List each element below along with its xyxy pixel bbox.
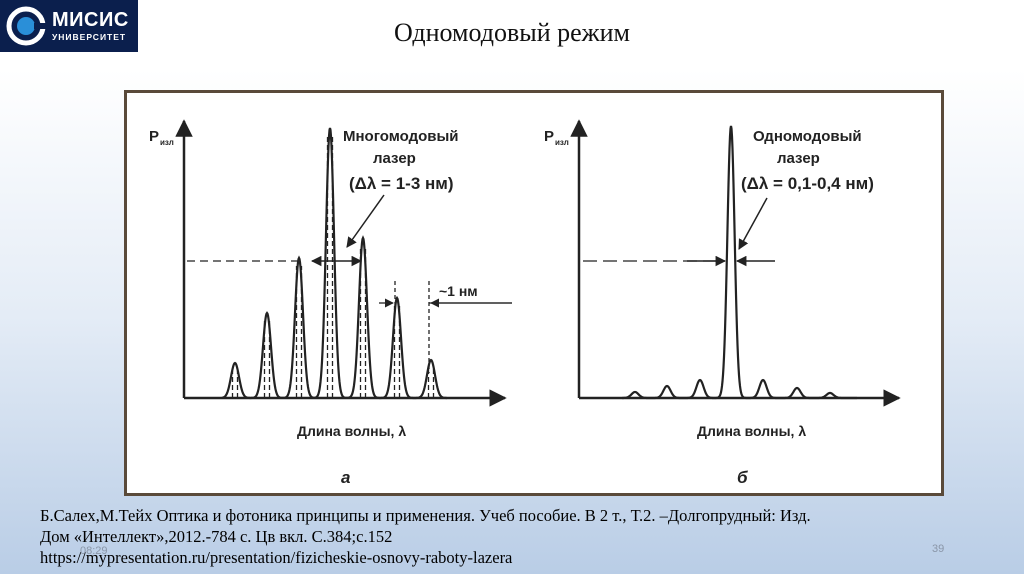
reference-caption: Б.Салех,М.Тейх Оптика и фотоника принцип… (40, 505, 980, 568)
panel-a-laser-label-1: Многомодовый (343, 128, 459, 145)
misis-logo-icon (6, 6, 46, 46)
panel-a-panel-label: а (341, 468, 350, 487)
slide-title: Одномодовый режим (393, 18, 631, 47)
slide-time: 08:29 (80, 545, 108, 557)
panel-a-pointer-line (346, 194, 385, 248)
panel-a-spectrum-curve (221, 127, 447, 400)
panel-a-x-label: Длина волны, λ (297, 423, 406, 439)
logo-name: МИСИС (52, 9, 129, 32)
panel-a-y-label: P (149, 128, 159, 145)
spectrum-diagram: P изл Многомодовый лазер (Δλ = 1-3 нм) ~… (149, 119, 901, 487)
panel-b-laser-label-1: Одномодовый (753, 128, 862, 145)
panel-b: P изл Одномодовый лазер (Δλ = 0,1-0,4 нм… (544, 119, 901, 487)
caption-line-1: Б.Салех,М.Тейх Оптика и фотоника принцип… (40, 506, 811, 525)
university-logo: МИСИС УНИВЕРСИТЕТ (0, 0, 138, 52)
panel-a-laser-label-2: лазер (373, 150, 416, 167)
panel-b-spectrum-curve (622, 125, 857, 400)
caption-line-2: Дом «Интеллект»,2012.-784 с. Цв вкл. С.3… (40, 527, 393, 546)
logo-subtitle: УНИВЕРСИТЕТ (52, 32, 127, 43)
slide-page-number: 39 (932, 543, 945, 555)
caption-line-3: https://mypresentation.ru/presentation/f… (40, 548, 513, 567)
panel-a-mode-dashes (231, 136, 435, 398)
panel-b-laser-label-2: лазер (777, 150, 820, 167)
panel-a: P изл Многомодовый лазер (Δλ = 1-3 нм) ~… (149, 119, 512, 487)
spectrum-figure: P изл Многомодовый лазер (Δλ = 1-3 нм) ~… (124, 90, 944, 496)
panel-b-y-sub: изл (555, 138, 569, 147)
panel-b-panel-label: б (737, 468, 748, 487)
panel-b-y-label: P (544, 128, 554, 145)
panel-a-y-sub: изл (160, 138, 174, 147)
panel-b-pointer-line (738, 197, 768, 250)
panel-a-spacing-label: ~1 нм (439, 283, 478, 299)
panel-b-delta-label: (Δλ = 0,1-0,4 нм) (741, 174, 874, 193)
panel-a-delta-label: (Δλ = 1-3 нм) (349, 174, 454, 193)
panel-b-x-label: Длина волны, λ (697, 423, 806, 439)
